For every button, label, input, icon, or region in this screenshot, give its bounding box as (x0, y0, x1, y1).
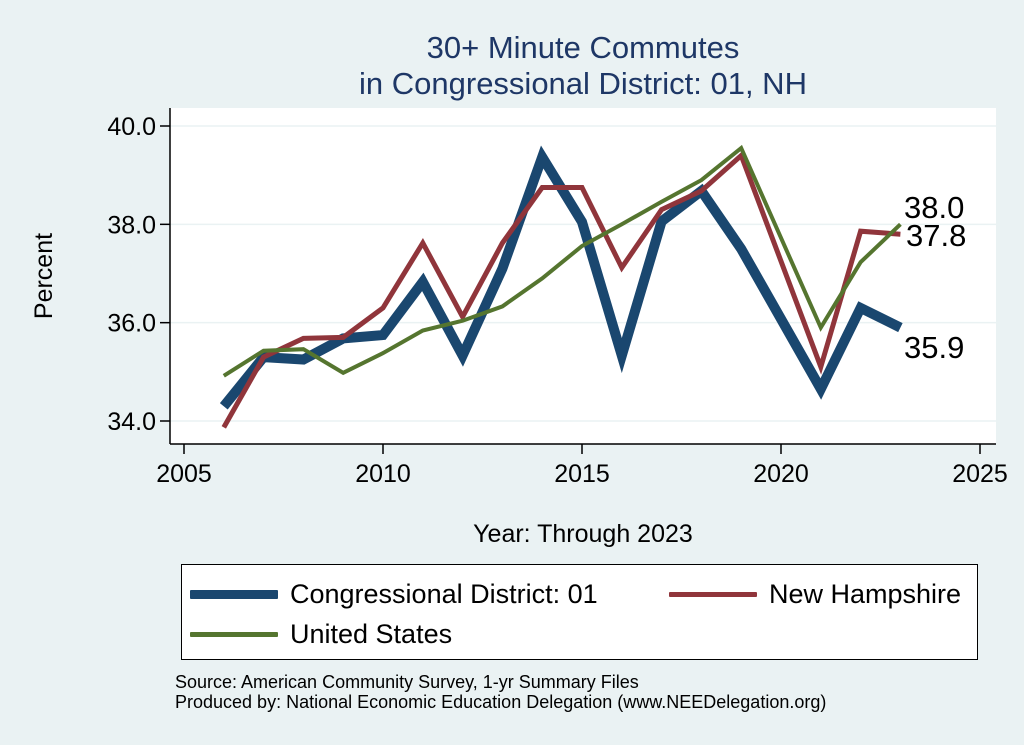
legend-swatch-district (190, 590, 278, 599)
x-axis-title: Year: Through 2023 (473, 520, 693, 548)
x-tick-label-4: 2025 (952, 460, 1008, 488)
legend-item-district: Congressional District: 01 (190, 579, 598, 610)
x-tick-label-0: 2005 (156, 460, 212, 488)
y-tick-label-3: 40.0 (107, 113, 156, 141)
y-axis-title: Percent (30, 233, 58, 319)
line-chart: 34.0 36.0 38.0 40.0 2005 2010 2015 2020 2025 35.… (30, 108, 1008, 548)
source-note: Source: American Community Survey, 1-yr … (175, 672, 639, 692)
series-line-new-hampshire (221, 151, 901, 429)
plot-area (170, 108, 996, 444)
end-label-united-states: 38.0 (904, 190, 964, 225)
producer-note: Produced by: National Economic Education… (175, 692, 827, 712)
legend-item-new-hampshire: New Hampshire (669, 579, 961, 610)
legend-label-new-hampshire: New Hampshire (769, 579, 962, 609)
end-label-district: 35.9 (904, 330, 964, 365)
x-tick-label-3: 2020 (753, 460, 809, 488)
y-tick-label-0: 34.0 (107, 408, 156, 436)
series-line-united-states (222, 144, 902, 378)
end-label-new-hampshire: 37.8 (906, 218, 966, 253)
y-tick-label-2: 38.0 (107, 211, 156, 239)
chart-title-line-2: in Congressional District: 01, NH (359, 66, 807, 101)
legend: Congressional District: 01 New Hampshire… (181, 564, 978, 660)
legend-label-district: Congressional District: 01 (290, 579, 598, 609)
x-tick-label-1: 2010 (355, 460, 411, 488)
legend-swatch-united-states (190, 632, 278, 637)
x-tick-label-2: 2015 (554, 460, 610, 488)
legend-swatch-new-hampshire (669, 592, 757, 597)
chart-title-line-1: 30+ Minute Commutes (426, 30, 740, 65)
legend-item-united-states: United States (190, 619, 452, 650)
legend-label-united-states: United States (290, 619, 453, 649)
y-tick-label-1: 36.0 (107, 310, 156, 338)
series-line-district (219, 145, 903, 410)
